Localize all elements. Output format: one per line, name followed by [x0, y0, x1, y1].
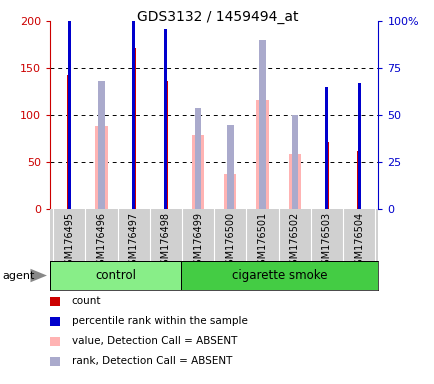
- Text: GSM176501: GSM176501: [257, 212, 267, 271]
- Bar: [227, 124, 233, 209]
- Bar: [325, 87, 328, 209]
- Text: GSM176496: GSM176496: [96, 212, 106, 271]
- Text: control: control: [95, 269, 136, 282]
- Bar: [164, 29, 167, 209]
- Bar: [164, 81, 168, 209]
- Bar: [67, 75, 71, 209]
- Text: GSM176503: GSM176503: [321, 212, 331, 271]
- Bar: [132, 6, 135, 209]
- Text: GSM176497: GSM176497: [128, 212, 138, 271]
- Text: GSM176498: GSM176498: [161, 212, 171, 271]
- Bar: [68, 21, 71, 209]
- Text: rank, Detection Call = ABSENT: rank, Detection Call = ABSENT: [72, 356, 232, 366]
- Bar: [224, 174, 236, 209]
- Text: GSM176500: GSM176500: [225, 212, 235, 271]
- Text: cigarette smoke: cigarette smoke: [232, 269, 327, 282]
- Bar: [357, 83, 360, 209]
- Text: agent: agent: [2, 270, 34, 281]
- Bar: [191, 135, 204, 209]
- Text: GSM176499: GSM176499: [193, 212, 203, 271]
- Text: GDS3132 / 1459494_at: GDS3132 / 1459494_at: [136, 10, 298, 23]
- Bar: [181, 261, 378, 290]
- Bar: [291, 115, 297, 209]
- Text: GSM176495: GSM176495: [64, 212, 74, 271]
- Bar: [288, 154, 300, 209]
- Bar: [356, 151, 360, 209]
- Bar: [324, 142, 328, 209]
- Bar: [259, 40, 265, 209]
- Bar: [95, 126, 107, 209]
- Text: GSM176502: GSM176502: [289, 212, 299, 271]
- Bar: [98, 81, 105, 209]
- Polygon shape: [30, 269, 47, 282]
- Bar: [194, 108, 201, 209]
- Text: count: count: [72, 296, 101, 306]
- Text: percentile rank within the sample: percentile rank within the sample: [72, 316, 247, 326]
- Bar: [132, 48, 135, 209]
- Bar: [50, 261, 181, 290]
- Bar: [256, 100, 268, 209]
- Text: GSM176504: GSM176504: [353, 212, 363, 271]
- Text: value, Detection Call = ABSENT: value, Detection Call = ABSENT: [72, 336, 237, 346]
